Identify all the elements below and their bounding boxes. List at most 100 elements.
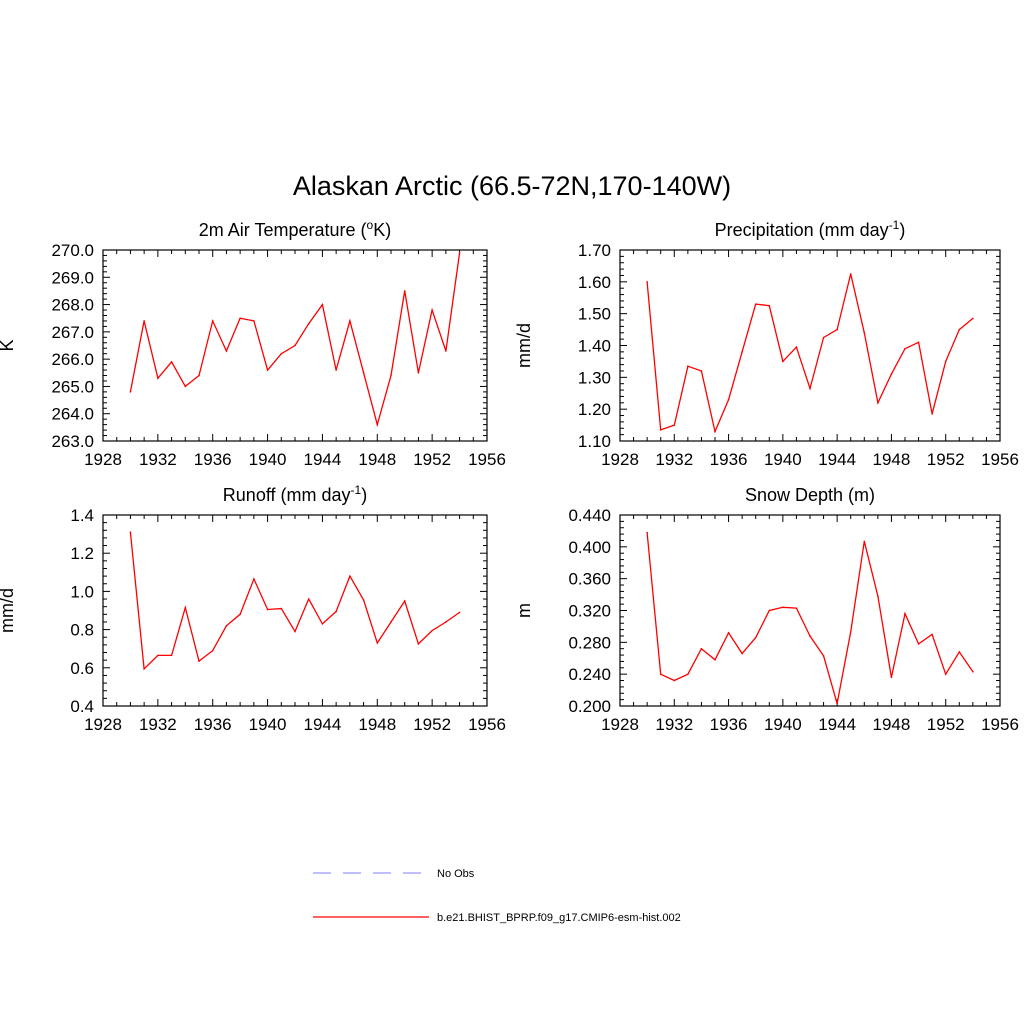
y-tick-label: 0.320	[568, 602, 611, 621]
data-point	[741, 652, 743, 655]
panel-title-main: 2m Air Temperature (	[199, 220, 367, 240]
y-tick-label: 1.10	[578, 432, 611, 451]
data-point	[673, 424, 676, 426]
data-point	[768, 609, 771, 612]
data-point	[673, 679, 676, 682]
y-tick-label: 267.0	[51, 323, 94, 342]
data-point	[280, 352, 283, 355]
data-point	[362, 599, 365, 601]
data-point	[836, 328, 838, 331]
data-point	[809, 387, 811, 390]
data-point	[211, 649, 214, 652]
data-point	[890, 676, 893, 679]
data-point	[822, 336, 825, 339]
x-tick-label: 1936	[710, 450, 748, 469]
data-point	[335, 369, 337, 371]
panel-title-main: Precipitation (mm day	[715, 220, 889, 240]
data-point	[253, 578, 255, 580]
data-point	[700, 370, 703, 372]
data-point	[944, 360, 947, 363]
data-point	[445, 621, 447, 623]
x-tick-label: 1940	[764, 715, 802, 734]
data-point	[143, 667, 145, 670]
data-point	[714, 430, 716, 433]
data-point	[225, 624, 228, 627]
data-point	[944, 673, 947, 675]
data-point	[782, 606, 784, 609]
data-point	[795, 607, 798, 609]
legend-label: b.e21.BHIST_BPRP.f09_g17.CMIP6-esm-hist.…	[437, 912, 681, 924]
data-point	[714, 659, 716, 661]
x-tick-label: 1956	[468, 450, 506, 469]
panel-4: 1928 1932 1936 1940 1944 1948 1952 1956 0.200 0.2…	[514, 485, 1019, 734]
data-point	[403, 600, 406, 602]
x-tick-label: 1952	[927, 715, 965, 734]
panel-title-main: Runoff (mm day	[223, 485, 351, 505]
x-tick-label: 1952	[413, 450, 451, 469]
x-tick-label: 1928	[84, 450, 122, 469]
data-point	[129, 391, 132, 393]
data-point	[904, 347, 906, 350]
data-point	[727, 631, 730, 634]
data-point	[809, 635, 811, 637]
data-point	[877, 595, 879, 597]
x-tick-label: 1944	[304, 715, 342, 734]
panel-title-sup: -1	[889, 218, 900, 232]
y-axis-label: K	[0, 339, 17, 351]
data-point	[741, 351, 743, 353]
y-tick-label: 1.70	[578, 241, 611, 260]
data-point	[390, 621, 392, 623]
x-tick-label: 1956	[468, 715, 506, 734]
data-point	[700, 647, 703, 650]
data-point	[335, 610, 337, 613]
data-point	[362, 371, 365, 374]
series-line	[129, 532, 460, 671]
data-point	[795, 346, 798, 348]
x-tick-label: 1928	[84, 715, 122, 734]
data-point	[646, 531, 648, 534]
x-tick-label: 1932	[139, 715, 177, 734]
y-tick-label: 264.0	[51, 405, 94, 424]
x-tick-label: 1952	[413, 715, 451, 734]
y-tick-label: 268.0	[51, 296, 94, 315]
data-point	[239, 317, 241, 320]
data-point	[143, 320, 145, 322]
data-point	[376, 423, 379, 426]
y-tick-label: 1.30	[578, 368, 611, 387]
x-tick-label: 1932	[139, 450, 177, 469]
data-point	[958, 651, 961, 653]
data-point	[931, 413, 933, 415]
x-tick-label: 1944	[818, 450, 856, 469]
data-point	[157, 377, 159, 380]
data-point	[659, 673, 662, 675]
panel-title-sup: -1	[351, 483, 362, 497]
panel-title-sup: o	[367, 218, 374, 232]
data-point	[417, 371, 420, 374]
panel-title-tail: )	[899, 220, 905, 240]
data-point	[863, 540, 866, 543]
x-tick-label: 1928	[601, 450, 639, 469]
data-point	[253, 320, 255, 322]
data-point	[376, 642, 379, 644]
data-point	[403, 290, 406, 292]
data-point	[687, 365, 689, 367]
y-tick-label: 269.0	[51, 268, 94, 287]
data-point	[294, 630, 296, 633]
y-tick-label: 1.40	[578, 337, 611, 356]
data-point	[349, 575, 351, 577]
y-axis-label: mm/d	[0, 588, 17, 633]
data-point	[211, 320, 214, 322]
data-point	[458, 611, 461, 614]
y-tick-label: 1.20	[578, 400, 611, 419]
panel-1: 1928 1932 1936 1940 1944 1948 1952 1956 263.0 264…	[0, 218, 506, 469]
data-point	[972, 670, 974, 673]
y-tick-label: 1.0	[70, 582, 94, 601]
data-point	[184, 606, 187, 609]
y-tick-label: 270.0	[51, 241, 94, 260]
y-tick-label: 0.4	[70, 697, 94, 716]
x-tick-label: 1952	[927, 450, 965, 469]
panel-title: 2m Air Temperature (oK)	[199, 218, 391, 240]
x-tick-label: 1948	[873, 450, 911, 469]
data-point	[294, 344, 296, 347]
